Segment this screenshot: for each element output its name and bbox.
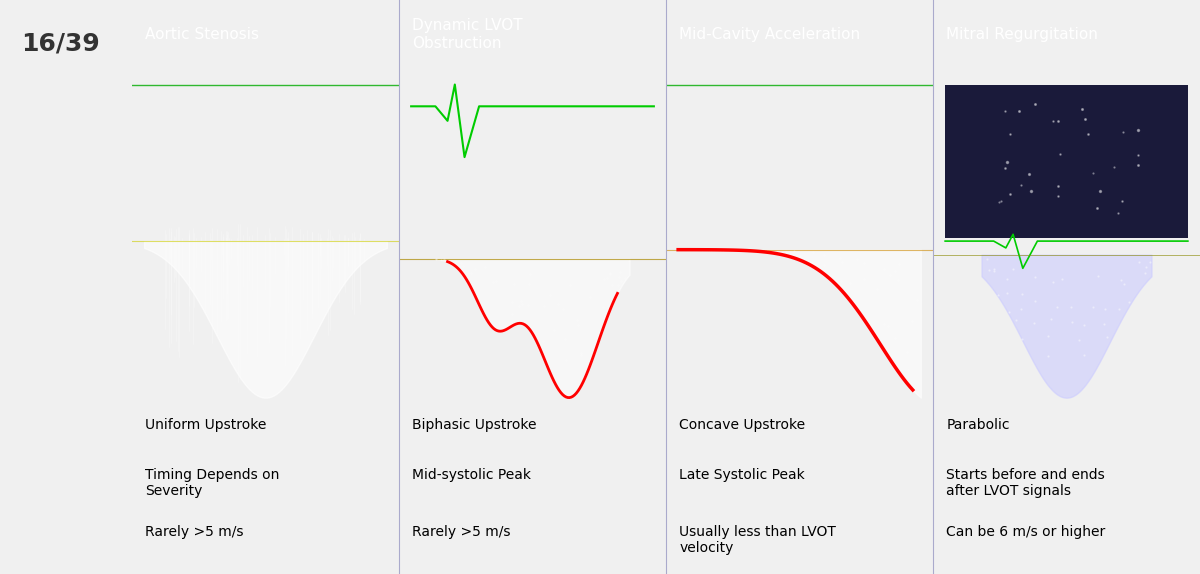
Text: Late Systolic Peak: Late Systolic Peak [679, 468, 805, 482]
Text: Starts before and ends
after LVOT signals: Starts before and ends after LVOT signal… [947, 468, 1105, 498]
Text: Dynamic LVOT
Obstruction: Dynamic LVOT Obstruction [413, 18, 523, 51]
Text: Mid-systolic Peak: Mid-systolic Peak [413, 468, 532, 482]
Bar [946, 84, 1188, 238]
Text: Parabolic: Parabolic [947, 418, 1010, 432]
Text: Aortic Stenosis: Aortic Stenosis [145, 27, 259, 42]
Text: Uniform Upstroke: Uniform Upstroke [145, 418, 266, 432]
Text: Can be 6 m/s or higher: Can be 6 m/s or higher [947, 525, 1105, 539]
Text: Timing Depends on
Severity: Timing Depends on Severity [145, 468, 280, 498]
Text: Biphasic Upstroke: Biphasic Upstroke [413, 418, 536, 432]
Text: Mid-Cavity Acceleration: Mid-Cavity Acceleration [679, 27, 860, 42]
Text: Rarely >5 m/s: Rarely >5 m/s [413, 525, 511, 539]
Text: Usually less than LVOT
velocity: Usually less than LVOT velocity [679, 525, 836, 556]
Text: Concave Upstroke: Concave Upstroke [679, 418, 805, 432]
Text: Rarely >5 m/s: Rarely >5 m/s [145, 525, 244, 539]
Text: Mitral Regurgitation: Mitral Regurgitation [947, 27, 1098, 42]
Text: 16/39: 16/39 [20, 31, 100, 55]
